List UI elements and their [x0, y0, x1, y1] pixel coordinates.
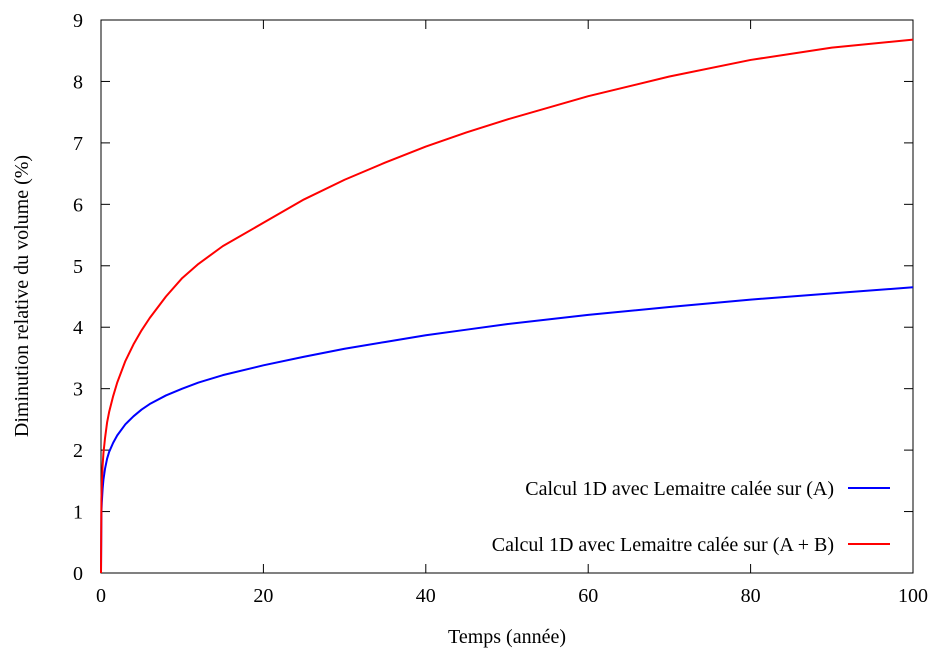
y-tick-label: 3 [73, 379, 83, 401]
y-tick-label: 8 [73, 71, 83, 93]
y-tick-label: 4 [73, 317, 83, 339]
y-tick-label: 9 [73, 10, 83, 32]
x-tick-label: 20 [253, 585, 273, 607]
x-tick-label: 100 [898, 585, 928, 607]
series-lines [100, 38, 914, 574]
y-axis-label: Diminution relative du volume (%) [11, 155, 33, 437]
series-line-1 [100, 38, 914, 574]
x-tick-label: 80 [741, 585, 761, 607]
x-tick-label: 40 [416, 585, 436, 607]
y-tick-label: 5 [73, 256, 83, 278]
y-tick-label: 7 [73, 133, 83, 155]
y-tick-label: 1 [73, 502, 83, 524]
legend-label-0: Calcul 1D avec Lemaitre calée sur (A) [525, 478, 834, 500]
ticks [100, 19, 914, 574]
x-tick-label: 0 [96, 585, 106, 607]
series-line-0 [100, 286, 914, 574]
y-tick-label: 0 [73, 563, 83, 585]
legend: Calcul 1D avec Lemaitre calée sur (A) Cal… [492, 478, 890, 556]
plot-frame [100, 19, 914, 574]
legend-label-1: Calcul 1D avec Lemaitre calée sur (A + B… [492, 534, 834, 556]
tick-labels: 0 20 40 60 80 100 0 1 2 3 4 5 6 7 8 9 [73, 10, 928, 607]
x-tick-label: 60 [578, 585, 598, 607]
y-tick-label: 2 [73, 440, 83, 462]
x-axis-label: Temps (année) [448, 626, 566, 648]
y-tick-label: 6 [73, 194, 83, 216]
